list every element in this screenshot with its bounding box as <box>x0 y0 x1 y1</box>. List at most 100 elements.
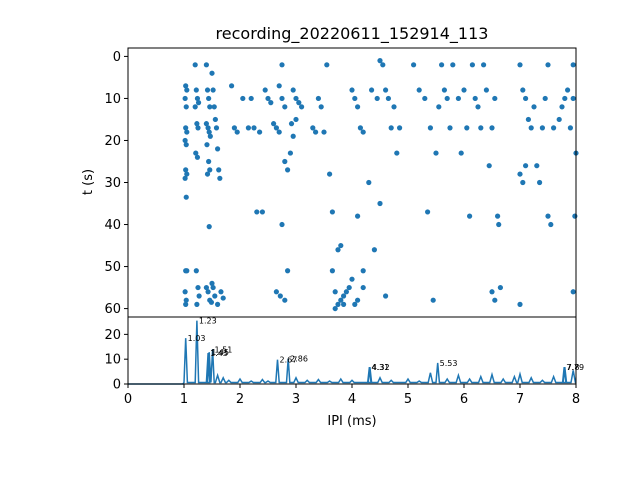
scatter-point <box>288 121 295 127</box>
scatter-point <box>360 268 366 274</box>
scatter-point <box>193 150 199 156</box>
scatter-point <box>483 87 489 93</box>
y-tick-label: 10 <box>104 92 121 107</box>
scatter-point <box>520 179 526 186</box>
scatter-point <box>290 133 296 139</box>
scatter-point <box>211 104 217 110</box>
scatter-point <box>567 125 574 131</box>
scatter-point <box>570 95 576 102</box>
scatter-point <box>183 194 189 200</box>
scatter-point <box>489 289 495 295</box>
ipi-x-axis-label: IPI (ms) <box>327 414 376 429</box>
scatter-point <box>254 209 260 215</box>
scatter-point <box>383 87 389 93</box>
scatter-point <box>208 299 215 305</box>
scatter-point <box>182 289 188 295</box>
scatter-point <box>257 129 263 135</box>
peak-label: 1.03 <box>188 334 206 343</box>
scatter-point <box>209 70 215 76</box>
scatter-point <box>450 62 456 68</box>
y-tick-label: 60 <box>104 302 121 317</box>
scatter-point <box>287 150 293 156</box>
peak-label: 2.67 <box>280 356 298 365</box>
scatter-point <box>205 125 211 131</box>
scatter-point <box>523 163 529 169</box>
peak-label: 1.23 <box>199 317 217 326</box>
peak-label: 4.31 <box>371 363 389 372</box>
scatter-point <box>525 116 532 123</box>
scatter-point <box>285 167 291 173</box>
scatter-point <box>204 142 210 148</box>
scatter-point <box>279 221 285 228</box>
scatter-point <box>349 87 355 93</box>
y-tick-label: 20 <box>104 328 121 343</box>
scatter-point <box>206 129 212 135</box>
scatter-point <box>335 301 341 307</box>
scatter-point <box>205 289 211 295</box>
scatter-point <box>296 100 302 106</box>
chart-title: recording_20220611_152914_113 <box>216 24 489 44</box>
scatter-point <box>193 87 199 93</box>
scatter-point <box>570 62 576 68</box>
x-tick-label: 6 <box>460 392 468 407</box>
peak-label: 5.53 <box>440 359 458 368</box>
scatter-point <box>196 293 202 299</box>
scatter-point <box>276 129 282 135</box>
scatter-point <box>194 301 200 307</box>
scatter-point <box>234 129 240 135</box>
ipi-series-line <box>128 320 577 385</box>
scatter-point <box>293 95 299 102</box>
scatter-point <box>231 125 237 131</box>
scatter-point <box>183 125 189 131</box>
scatter-point <box>355 104 361 110</box>
scatter-point <box>341 293 347 299</box>
scatter-point <box>492 95 498 102</box>
scatter-point <box>271 121 277 127</box>
y-tick-label: 0 <box>113 378 121 393</box>
scatter-point <box>218 289 224 295</box>
peak-label: 7.8 <box>567 363 580 372</box>
scatter-point <box>215 146 221 152</box>
scatter-point <box>318 104 324 110</box>
x-tick-label: 1 <box>180 392 188 407</box>
x-tick-label: 8 <box>572 392 580 407</box>
scatter-point <box>478 125 484 131</box>
scatter-point <box>273 289 279 295</box>
scatter-point <box>391 104 397 110</box>
scatter-point <box>523 95 529 102</box>
scatter-point <box>204 171 211 177</box>
y-tick-label: 0 <box>113 50 121 65</box>
scatter-point <box>210 87 216 93</box>
scatter-point <box>338 297 344 303</box>
scatter-point <box>385 95 391 102</box>
scatter-point <box>195 284 201 291</box>
scatter-point <box>290 87 296 93</box>
scatter-point <box>206 224 212 230</box>
scatter-point <box>539 125 546 131</box>
scatter-point <box>332 305 338 312</box>
peak-label: 1.51 <box>215 345 233 354</box>
scatter-point <box>194 154 201 160</box>
peak-label: 1.43 <box>210 349 228 358</box>
scatter-point <box>313 129 319 135</box>
scatter-point <box>183 297 189 303</box>
scatter-point <box>517 171 523 177</box>
scatter-point <box>203 121 209 127</box>
scatter-point <box>315 95 321 102</box>
scatter-point <box>240 95 246 102</box>
scatter-point <box>455 95 461 102</box>
scatter-point <box>324 62 330 68</box>
scatter-point <box>217 175 223 181</box>
scatter-point <box>216 167 222 173</box>
scatter-point <box>282 158 288 165</box>
scatter-point <box>545 62 551 68</box>
scatter-point <box>496 221 502 228</box>
x-tick-label: 0 <box>124 392 132 407</box>
scatter-point <box>346 284 352 291</box>
scatter-point <box>441 87 447 93</box>
scatter-point <box>377 58 383 64</box>
scatter-point <box>209 280 215 286</box>
x-tick-label: 5 <box>404 392 412 407</box>
scatter-point <box>377 200 383 207</box>
